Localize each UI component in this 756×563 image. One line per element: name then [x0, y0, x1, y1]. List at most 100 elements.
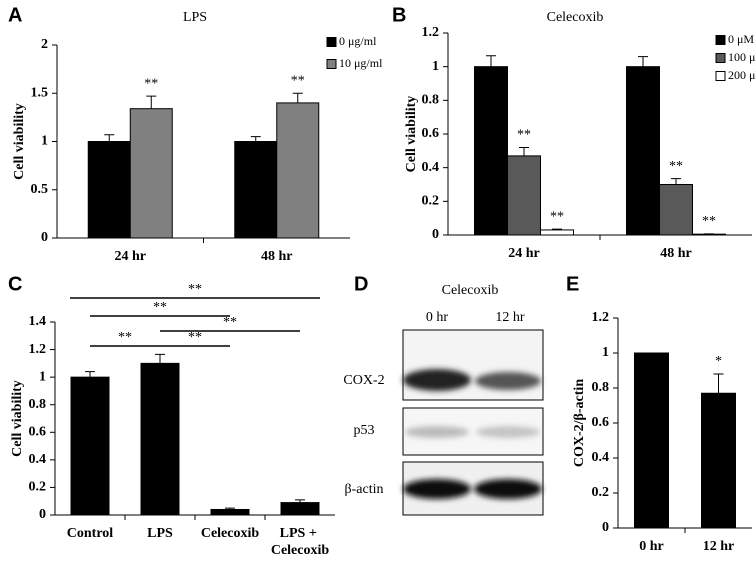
- legend-label: 10 μg/ml: [339, 56, 383, 70]
- x-tick-label: 48 hr: [261, 249, 293, 264]
- y-tick-label: 1.2: [592, 310, 610, 325]
- band: [403, 369, 471, 391]
- y-tick-label: 1.4: [29, 314, 47, 329]
- blot-title: Celecoxib: [442, 283, 499, 298]
- significance-label: **: [669, 159, 683, 174]
- comparison-label: **: [153, 300, 167, 315]
- bar: [507, 155, 541, 236]
- y-tick-label: 0: [432, 227, 439, 242]
- significance-label: *: [715, 354, 722, 369]
- bar: [540, 229, 574, 236]
- y-axis-label: COX-2/β-actin: [572, 379, 587, 467]
- y-tick-label: 2: [41, 37, 48, 52]
- error-bar: [713, 373, 724, 394]
- chart-title: Celecoxib: [547, 10, 604, 25]
- band: [476, 426, 540, 438]
- chart-title: LPS: [183, 10, 207, 25]
- error-bar: [638, 56, 648, 67]
- comparison-label: **: [223, 315, 237, 330]
- bar: [701, 392, 736, 529]
- y-tick-label: 0: [39, 507, 46, 522]
- bar: [87, 141, 131, 239]
- bar: [280, 502, 320, 516]
- significance-label: **: [702, 214, 716, 229]
- band: [474, 479, 542, 499]
- x-tick-label: 12 hr: [703, 539, 735, 554]
- legend-label: 0 μg/ml: [339, 34, 377, 48]
- significance-label: **: [550, 209, 564, 224]
- x-tick-label: LPS: [147, 526, 173, 541]
- y-tick-label: 0.8: [422, 93, 440, 108]
- y-axis-label: Cell viability: [404, 96, 419, 173]
- x-tick-label: LPS + Celecoxib: [271, 526, 330, 558]
- y-tick-label: 1: [41, 134, 48, 149]
- y-axis-label: Cell viability: [12, 103, 27, 180]
- legend-label: 100 μM: [728, 50, 756, 64]
- panel-label: A: [8, 4, 22, 26]
- y-tick-label: 0.6: [422, 126, 440, 141]
- panel-label: C: [8, 273, 22, 295]
- bar: [129, 108, 173, 239]
- bar: [140, 362, 180, 516]
- legend-swatch: [715, 53, 726, 63]
- x-tick-label: 24 hr: [508, 246, 540, 261]
- panel-label: E: [566, 273, 579, 295]
- y-tick-label: 0: [41, 230, 48, 245]
- error-bar: [146, 95, 157, 109]
- chart-panel: E COX-2/β-actin 0 0.2 0.4 0.6 0.8 1 1.2 0 hr 12 hr…: [566, 273, 752, 554]
- chart-panel: B Celecoxib Cell viability 0 0.2 0.4 0.6 0.8 1 1.…: [392, 4, 756, 261]
- y-tick-label: 0.6: [29, 425, 47, 440]
- error-bar: [292, 92, 303, 103]
- legend-swatch: [715, 35, 726, 45]
- row-label: p53: [354, 423, 375, 438]
- x-tick-label: 0 hr: [639, 539, 664, 554]
- row-label: COX-2: [343, 373, 384, 388]
- significance-label: **: [517, 128, 531, 143]
- legend-swatch: [715, 71, 726, 81]
- error-bar: [85, 371, 95, 378]
- band: [475, 372, 541, 390]
- y-tick-label: 0.5: [31, 182, 49, 197]
- y-tick-label: 0.2: [29, 480, 47, 495]
- legend-swatch: [326, 37, 337, 47]
- error-bar: [519, 146, 529, 156]
- y-tick-label: 1.5: [31, 85, 49, 100]
- x-tick-label: Celecoxib: [201, 526, 260, 541]
- row-label: β-actin: [345, 482, 384, 497]
- error-bar: [250, 136, 261, 142]
- y-tick-label: 1.2: [29, 342, 47, 357]
- y-tick-label: 0.4: [592, 450, 610, 465]
- y-tick-label: 0.4: [422, 160, 440, 175]
- bar: [210, 508, 250, 516]
- error-bar: [225, 507, 235, 510]
- blot-panel: D Celecoxib 0 hr 12 hr COX-2 p53 β-actin: [343, 273, 544, 516]
- error-bar: [671, 178, 681, 185]
- band: [405, 426, 469, 438]
- panel-label: D: [354, 273, 368, 295]
- y-tick-label: 0.8: [29, 397, 47, 412]
- bar: [659, 184, 693, 236]
- x-tick-label: 24 hr: [115, 249, 147, 264]
- panel-label: B: [392, 4, 406, 26]
- comparison-label: **: [188, 330, 202, 345]
- bar: [626, 66, 660, 236]
- band: [403, 479, 471, 499]
- legend-swatch: [326, 59, 337, 69]
- bar: [474, 66, 508, 236]
- y-tick-label: 0.8: [592, 380, 610, 395]
- bar: [70, 376, 110, 516]
- bar: [234, 141, 278, 239]
- y-tick-label: 0.2: [592, 485, 610, 500]
- bar: [276, 102, 320, 239]
- y-tick-label: 1: [432, 59, 439, 74]
- error-bar: [104, 134, 115, 142]
- error-bar: [552, 228, 562, 230]
- x-tick-label: 48 hr: [660, 246, 692, 261]
- y-tick-label: 0.6: [592, 415, 610, 430]
- comparison-label: **: [118, 330, 132, 345]
- y-tick-label: 0.4: [29, 452, 47, 467]
- significance-label: **: [144, 76, 158, 91]
- lane-label: 0 hr: [426, 310, 449, 325]
- chart-panel: C Cell viability 0 0.2 0.4 0.6 0.8 1 1.2 1.4 Contr…: [8, 273, 335, 558]
